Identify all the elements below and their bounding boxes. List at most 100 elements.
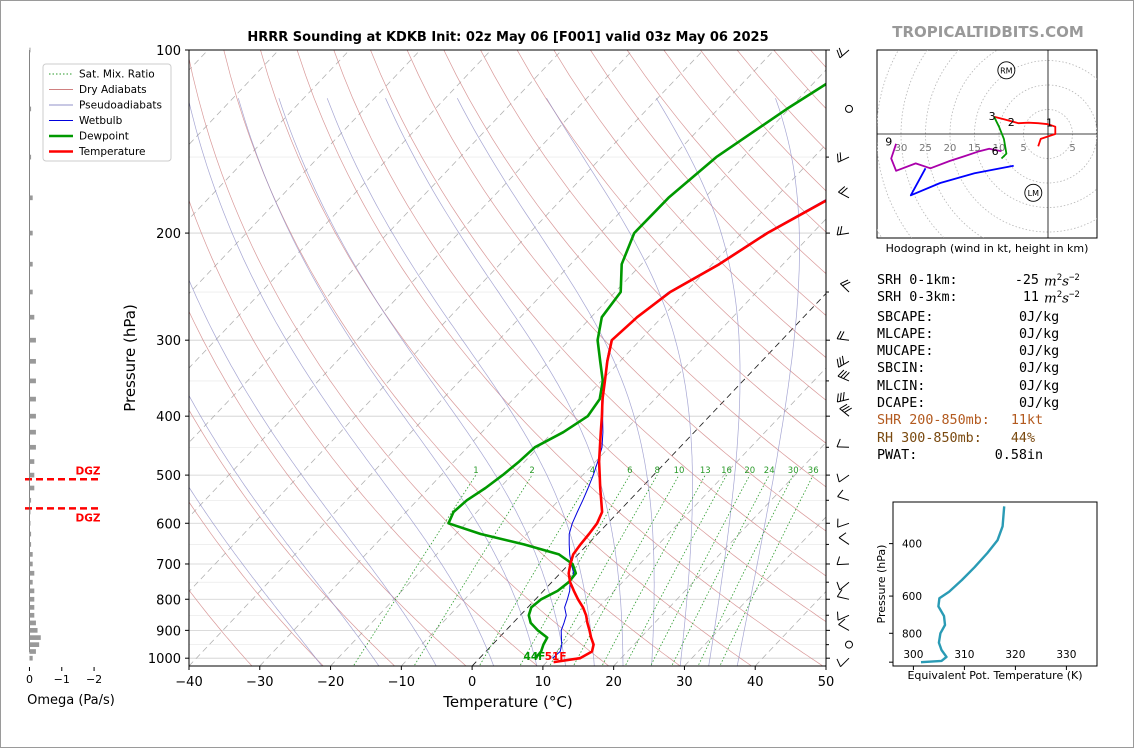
parameter-label: SHR 200-850mb: — [877, 413, 990, 428]
parameter-unit: m2s−2 — [1044, 273, 1080, 289]
omega-bar — [29, 605, 34, 610]
theta-e-y-tick-label: 600 — [902, 591, 922, 603]
omega-bar — [29, 597, 34, 602]
wind-barb — [835, 391, 849, 402]
theta-e-y-tick-label: 400 — [902, 539, 922, 551]
parameter-unit: J/kg — [1027, 310, 1059, 325]
x-tick-label: 40 — [747, 675, 764, 690]
omega-tick-label: −1 — [54, 673, 70, 686]
mix-ratio-label: 6 — [627, 466, 632, 476]
barb-shaft — [837, 439, 849, 447]
barb-feather — [837, 589, 842, 597]
wind-barb — [835, 576, 849, 590]
x-tick-label: 10 — [535, 675, 552, 690]
wind-barb — [840, 278, 854, 292]
barb-feather — [841, 392, 846, 400]
theta-e-x-tick-label: 310 — [954, 649, 974, 661]
calm-circle — [846, 641, 853, 648]
parameter-unit: J/kg — [1027, 344, 1059, 359]
barb-shaft — [838, 489, 852, 500]
parameter-label: SBCIN: — [877, 361, 925, 376]
barb-feather — [836, 227, 840, 235]
parameter-label: SRH 0-3km: — [877, 290, 958, 305]
y-tick-label: 800 — [156, 593, 181, 608]
mix-ratio-label: 8 — [654, 466, 659, 476]
omega-bar — [29, 359, 35, 364]
hodograph-ring-label: 5 — [1020, 143, 1026, 154]
wind-barb — [840, 402, 854, 416]
omega-bar — [29, 290, 32, 295]
hodograph-height-label: 6 — [992, 145, 999, 158]
parameter-unit: J/kg — [1027, 379, 1059, 394]
barb-staff — [837, 339, 849, 340]
mix-ratio-line — [648, 475, 750, 671]
dewpoint-line — [449, 50, 880, 658]
parameter-unit: % — [1027, 431, 1035, 446]
pseudo-adiabat-line — [54, 98, 326, 671]
hodograph-ring-label-right: 5 — [1069, 143, 1075, 154]
omega-bar — [29, 155, 31, 160]
mix-ratio-label: 30 — [788, 466, 799, 476]
x-tick-label: 0 — [468, 675, 476, 690]
hodograph-ring-label: 25 — [919, 143, 932, 154]
wind-barb — [835, 608, 849, 620]
pseudo-adiabat-line — [457, 98, 654, 671]
y-tick-label: 900 — [156, 624, 181, 639]
x-tick-label: 50 — [818, 675, 835, 690]
omega-bar — [29, 521, 30, 526]
barb-shaft — [838, 185, 852, 198]
dgz-label: DGZ — [76, 512, 101, 524]
legend-entry: Pseudoadiabats — [79, 100, 162, 112]
theta-e-y-tick-label: 800 — [902, 628, 922, 640]
y-tick-label: 300 — [156, 334, 181, 349]
parameter-unit: in — [1027, 448, 1043, 463]
parameter-value: 11 — [1011, 413, 1027, 428]
barb-shaft — [836, 225, 849, 235]
parameter-label: DCAPE: — [877, 396, 925, 411]
barb-feather — [839, 226, 843, 234]
dgz-label: DGZ — [76, 465, 101, 477]
y-tick-label: 600 — [156, 517, 181, 532]
surface-temperature-label: 51F — [545, 651, 567, 663]
wind-barb — [838, 489, 852, 500]
omega-bar — [29, 649, 35, 654]
pseudo-adiabat-line — [279, 98, 567, 671]
wind-barb — [835, 150, 849, 162]
x-tick-label: 20 — [605, 675, 622, 690]
omega-bar — [29, 589, 34, 594]
skewt-ylabel: Pressure (hPa) — [121, 304, 139, 412]
parameter-label: SBCAPE: — [877, 310, 933, 325]
wind-barb — [837, 556, 849, 565]
legend-entry: Wetbulb — [79, 115, 123, 127]
barb-feather — [835, 394, 840, 402]
wind-barb — [835, 354, 849, 367]
wind-barbs — [835, 44, 855, 667]
barb-shaft — [837, 331, 850, 340]
hodograph-height-label: 3 — [989, 110, 996, 123]
parameter-value: 0 — [1019, 327, 1027, 342]
parameter-unit: J/kg — [1027, 396, 1059, 411]
storm-motion-label: RM — [1000, 66, 1013, 75]
pseudo-adiabat-line — [188, 98, 496, 671]
omega-bar — [29, 656, 32, 661]
wind-barb — [838, 369, 852, 381]
omega-bar — [29, 379, 35, 384]
barb-feather — [835, 519, 840, 528]
hodograph-caption: Hodograph (wind in kt, height in km) — [886, 242, 1089, 255]
y-tick-label: 100 — [156, 44, 181, 59]
omega-bar — [29, 542, 31, 547]
parameter-value: 0.58 — [995, 448, 1027, 463]
barb-staff — [839, 538, 849, 545]
omega-bar — [29, 48, 30, 53]
barb-shaft — [840, 402, 854, 416]
barb-feather — [838, 393, 843, 401]
mix-ratio-label: 1 — [473, 466, 478, 476]
y-tick-label: 200 — [156, 227, 181, 242]
omega-bar — [29, 642, 39, 647]
wind-barb — [835, 516, 849, 527]
